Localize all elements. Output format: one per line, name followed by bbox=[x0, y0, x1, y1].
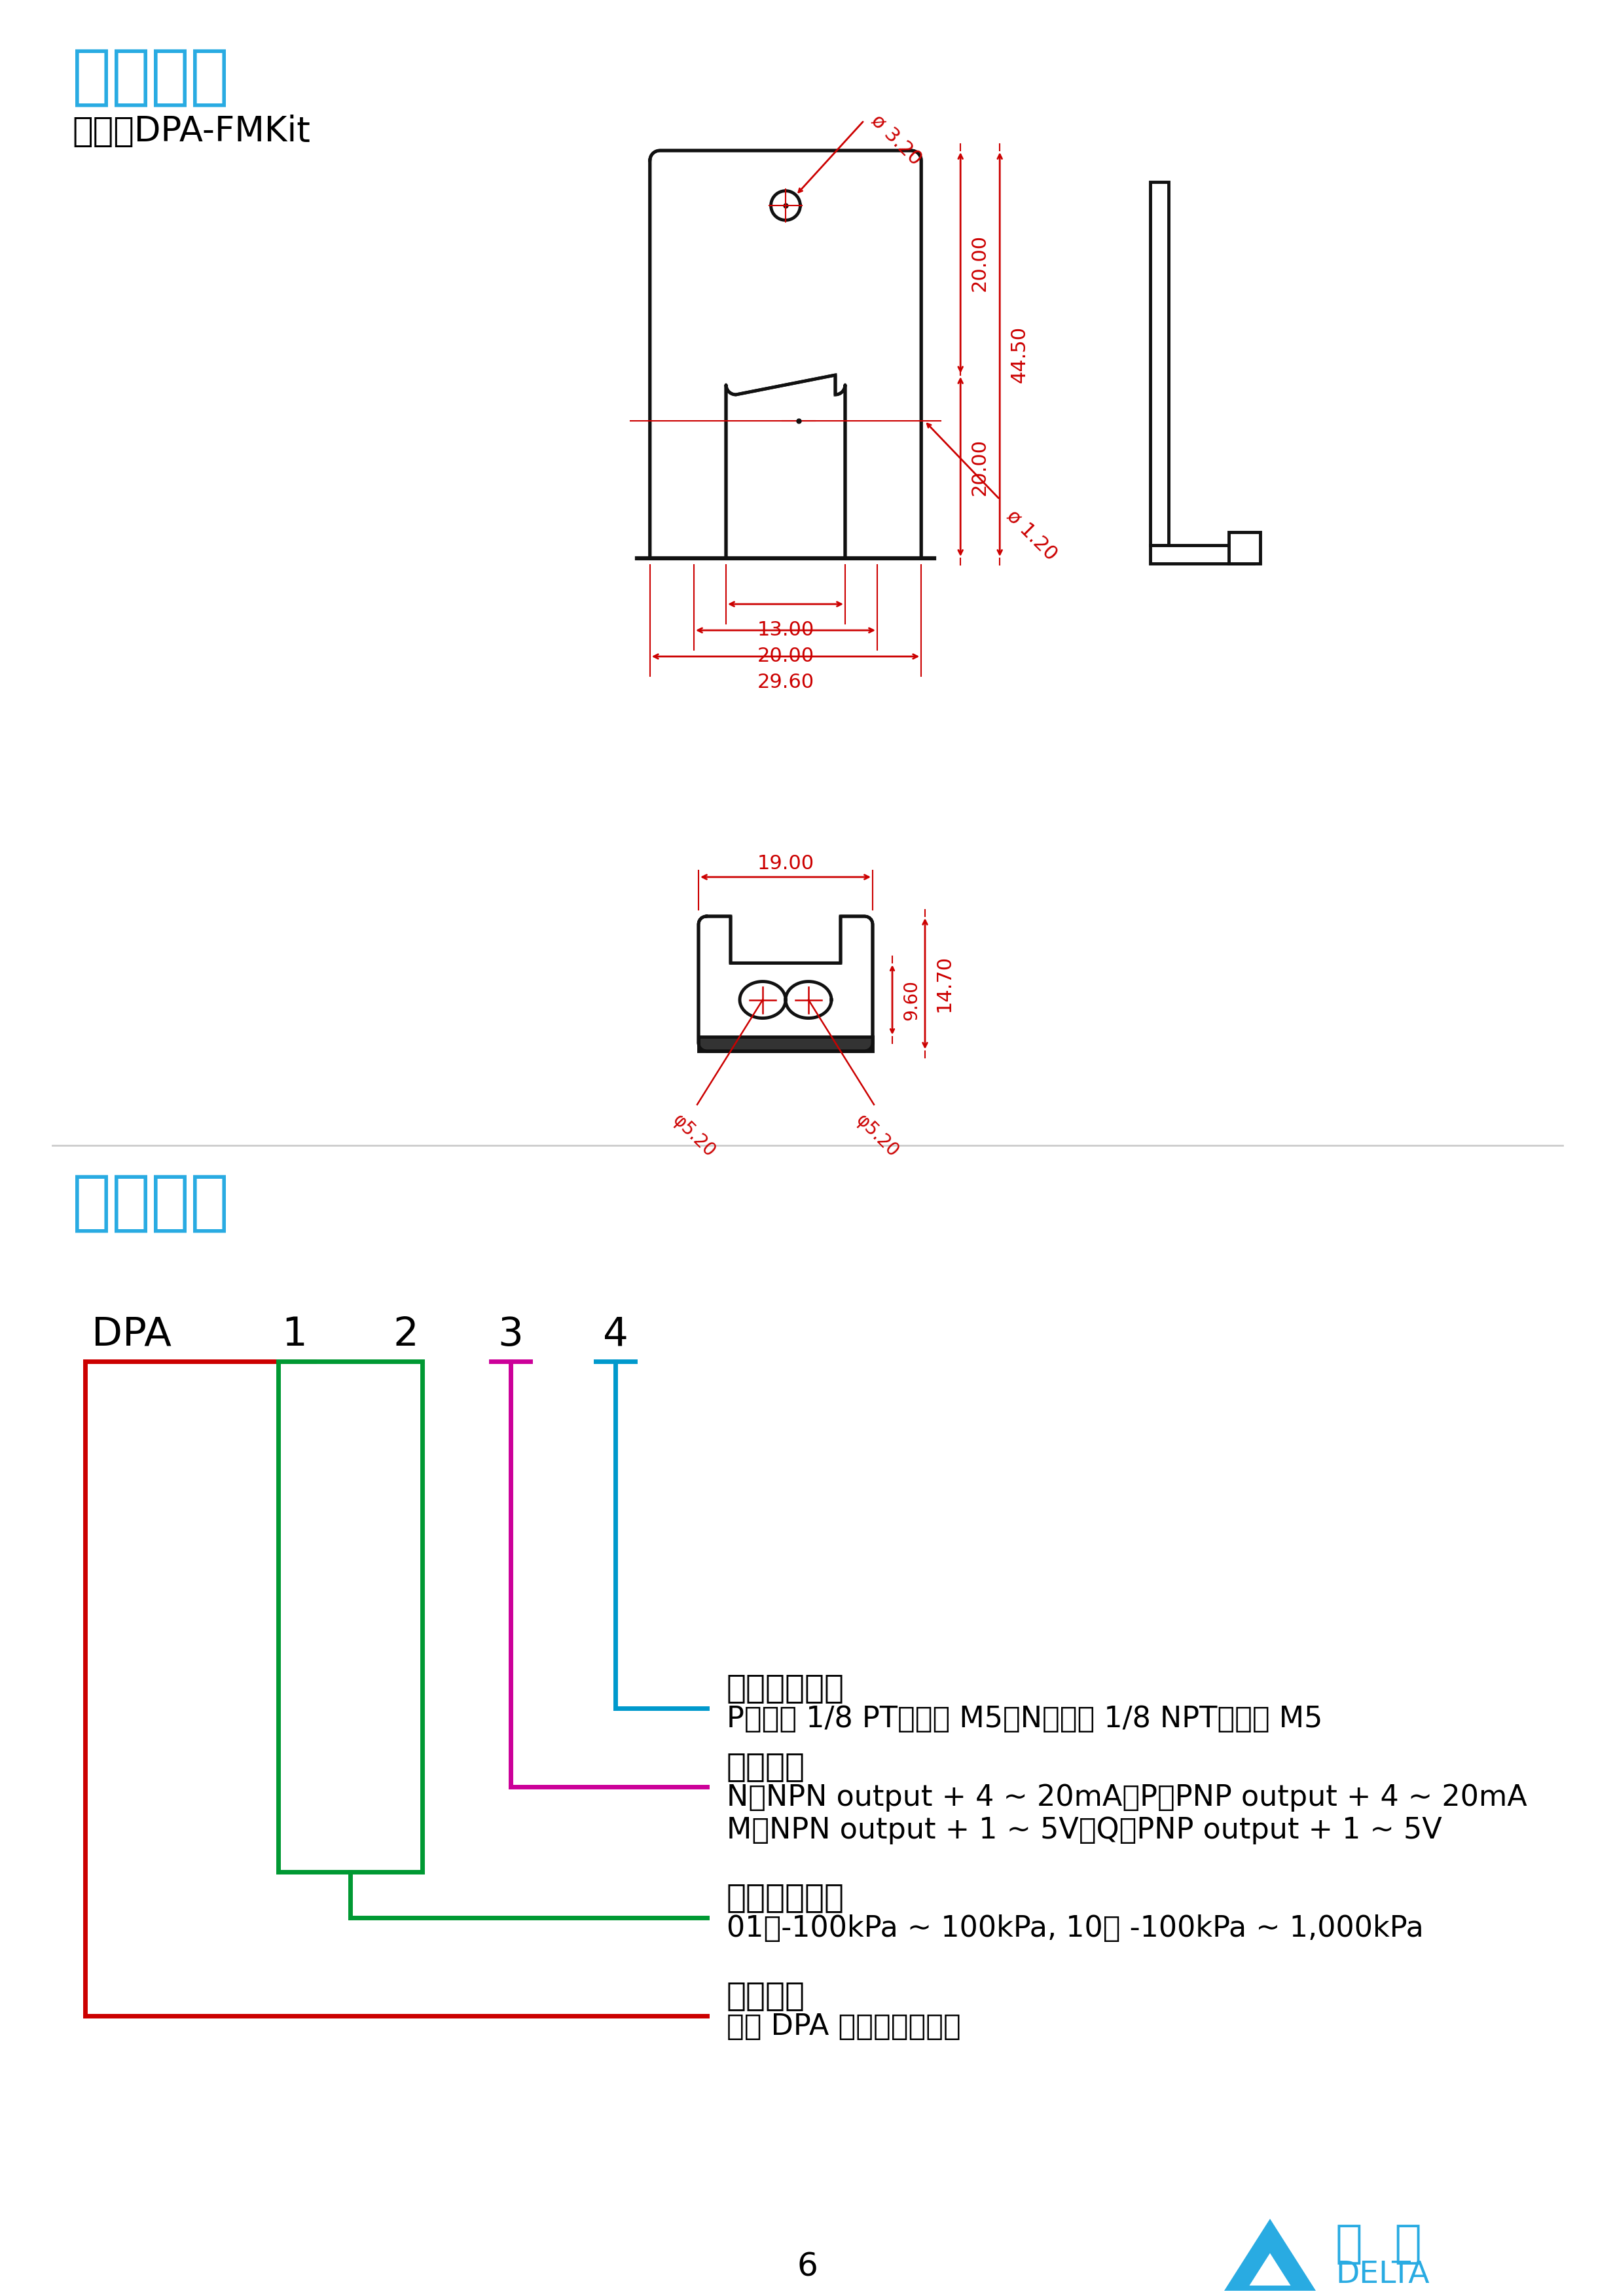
Text: 2: 2 bbox=[392, 1316, 418, 1355]
Text: 压力气孔型式: 压力气孔型式 bbox=[727, 1671, 845, 1704]
Text: 20.00: 20.00 bbox=[757, 647, 814, 666]
Polygon shape bbox=[649, 152, 921, 558]
Text: 20.00: 20.00 bbox=[971, 439, 990, 496]
Polygon shape bbox=[699, 916, 872, 1052]
Text: 3: 3 bbox=[497, 1316, 523, 1355]
Text: DPA: DPA bbox=[92, 1316, 171, 1355]
Text: 产品名称: 产品名称 bbox=[727, 1979, 806, 2011]
Text: 台达 DPA 系列压力传感器: 台达 DPA 系列压力传感器 bbox=[727, 2014, 961, 2041]
Text: 1: 1 bbox=[283, 1316, 307, 1355]
Text: 测量压力范围: 测量压力范围 bbox=[727, 1883, 845, 1913]
Text: 输出型式: 输出型式 bbox=[727, 1752, 806, 1782]
Polygon shape bbox=[1224, 2218, 1316, 2291]
Text: 01：-100kPa ~ 100kPa, 10： -100kPa ~ 1,000kPa: 01：-100kPa ~ 100kPa, 10： -100kPa ~ 1,000… bbox=[727, 1915, 1424, 1942]
Polygon shape bbox=[1150, 544, 1253, 563]
Text: 6: 6 bbox=[796, 2252, 817, 2282]
Text: 29.60: 29.60 bbox=[757, 673, 814, 691]
Text: 19.00: 19.00 bbox=[757, 854, 814, 872]
Text: 角架配件: 角架配件 bbox=[73, 46, 229, 110]
Text: 9.60: 9.60 bbox=[903, 980, 921, 1019]
Text: 44.50: 44.50 bbox=[1009, 326, 1029, 383]
Text: 20.00: 20.00 bbox=[971, 234, 990, 292]
Text: 型號：DPA-FMKit: 型號：DPA-FMKit bbox=[73, 115, 310, 149]
Text: DELTA: DELTA bbox=[1336, 2259, 1429, 2289]
Polygon shape bbox=[1150, 181, 1169, 544]
Text: φ5.20: φ5.20 bbox=[669, 1111, 719, 1162]
Text: φ5.20: φ5.20 bbox=[853, 1111, 903, 1162]
Text: P：外孔 1/8 PT、内孔 M5；N：外孔 1/8 NPT、内孔 M5: P：外孔 1/8 PT、内孔 M5；N：外孔 1/8 NPT、内孔 M5 bbox=[727, 1706, 1323, 1733]
Text: ø 1.20: ø 1.20 bbox=[1003, 505, 1061, 565]
Text: 台  达: 台 达 bbox=[1336, 2223, 1421, 2266]
Text: N：NPN output + 4 ~ 20mA；P：PNP output + 4 ~ 20mA
M：NPN output + 1 ~ 5V；Q：PNP outp: N：NPN output + 4 ~ 20mA；P：PNP output + 4… bbox=[727, 1784, 1528, 1844]
Polygon shape bbox=[699, 1035, 872, 1052]
Text: ø 3.20: ø 3.20 bbox=[867, 110, 925, 168]
Polygon shape bbox=[1250, 2252, 1290, 2285]
Text: 13.00: 13.00 bbox=[757, 620, 814, 641]
Polygon shape bbox=[1229, 533, 1260, 563]
Text: 14.70: 14.70 bbox=[935, 955, 954, 1013]
Text: 选购资讯: 选购资讯 bbox=[73, 1171, 229, 1235]
Text: 4: 4 bbox=[602, 1316, 628, 1355]
